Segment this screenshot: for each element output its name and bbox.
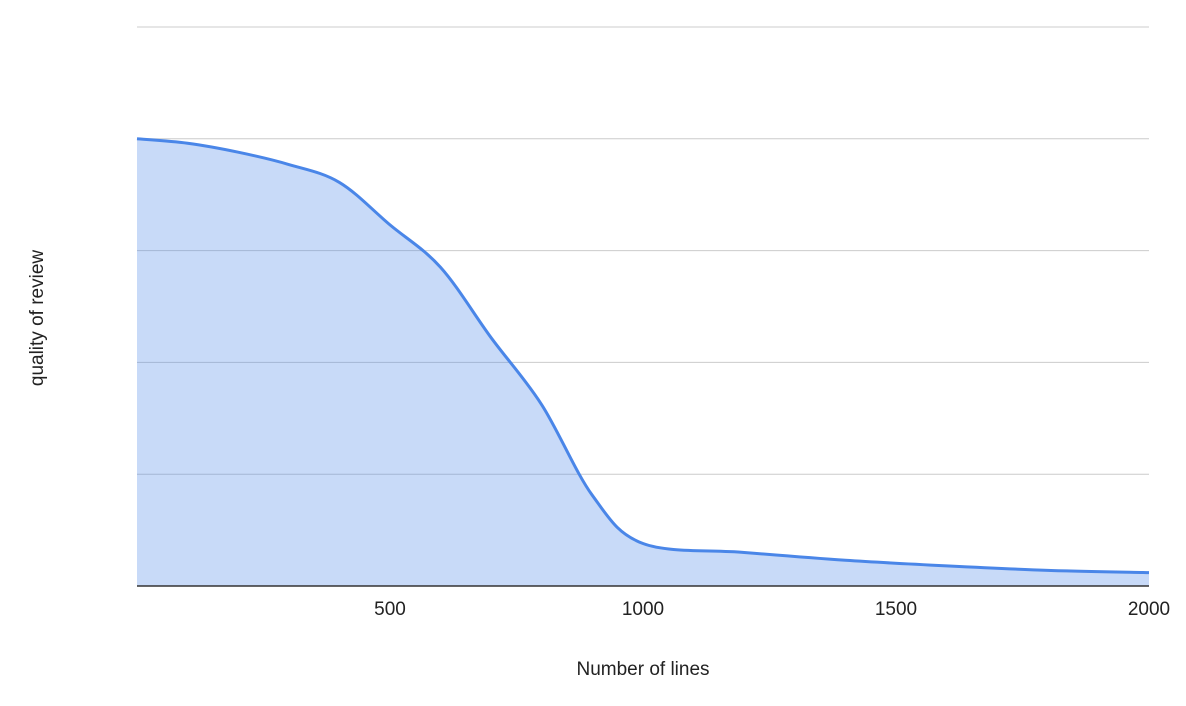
x-tick-label: 1000 <box>622 599 664 620</box>
y-axis-title: quality of review <box>27 250 48 387</box>
x-tick-label: 2000 <box>1128 599 1170 620</box>
x-tick-label: 500 <box>374 599 406 620</box>
area-line <box>136 137 1150 575</box>
x-tick-label: 1500 <box>875 599 917 620</box>
x-axis-title: Number of lines <box>576 659 709 680</box>
area-fill <box>137 138 1149 587</box>
